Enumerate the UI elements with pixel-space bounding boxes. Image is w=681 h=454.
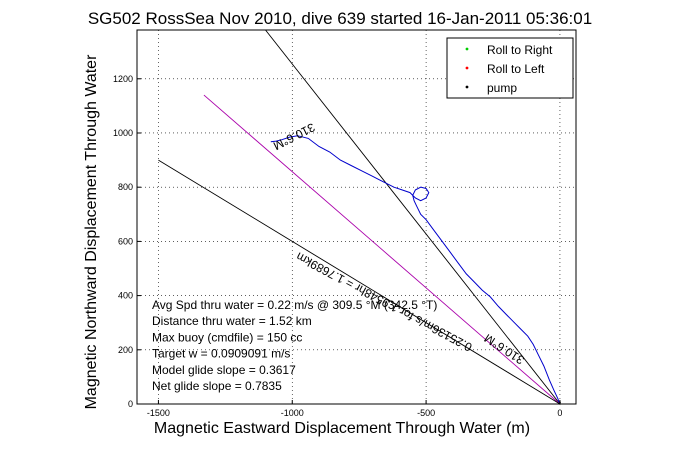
legend-marker <box>465 66 469 70</box>
y-tick-label: 800 <box>118 182 133 192</box>
x-axis-label: Magnetic Eastward Displacement Through W… <box>154 420 530 437</box>
stats-box: Avg Spd thru water = 0.22 m/s @ 309.5 °M… <box>152 298 437 393</box>
x-tick-label: -1500 <box>147 408 170 418</box>
series-track <box>270 135 561 405</box>
y-tick-label: 1200 <box>113 74 133 84</box>
y-tick-label: 1000 <box>113 128 133 138</box>
stat-line: Max buoy (cmdfile) = 150 cc <box>152 330 302 344</box>
ticks: -1500 -1000 -500 0 0 200 400 600 800 1000 1200 <box>113 74 562 418</box>
reference-lines <box>158 29 561 405</box>
legend-marker <box>465 47 469 51</box>
legend-label: Roll to Left <box>487 62 545 76</box>
y-tick-label: 400 <box>118 291 133 301</box>
stat-line: Distance thru water = 1.52 km <box>152 314 312 328</box>
slope-line <box>158 159 561 405</box>
stat-line: Net glide slope = 0.7835 <box>152 379 282 393</box>
angle-annotation: 310.6°M <box>271 120 317 153</box>
y-tick-label: 200 <box>118 345 133 355</box>
legend-label: pump <box>487 81 517 95</box>
stat-line: Model glide slope = 0.3617 <box>152 363 296 377</box>
y-axis-label: Magnetic Northward Displacement Through … <box>83 54 100 409</box>
model-slope-line <box>203 94 561 405</box>
legend: Roll to Right Roll to Left pump <box>446 37 574 99</box>
x-tick-label: -500 <box>417 408 435 418</box>
annotations: 310.6°M0.25136m/s for 1.9548hr = 1.7689k… <box>271 120 527 367</box>
legend-marker <box>465 85 469 89</box>
angle-annotation: 310.6°M <box>482 331 527 367</box>
plot-area <box>136 29 577 405</box>
heading-310.6-line <box>265 29 561 405</box>
stat-line: Target w = 0.0909091 m/s <box>152 347 290 361</box>
y-tick-label: 600 <box>118 236 133 246</box>
x-tick-label: 0 <box>557 408 562 418</box>
y-tick-label: 0 <box>128 399 133 409</box>
stat-line: Avg Spd thru water = 0.22 m/s @ 309.5 °M… <box>152 298 437 312</box>
chart-title: SG502 RossSea Nov 2010, dive 639 started… <box>88 9 592 28</box>
legend-label: Roll to Right <box>487 43 553 57</box>
x-tick-label: -1000 <box>281 408 304 418</box>
